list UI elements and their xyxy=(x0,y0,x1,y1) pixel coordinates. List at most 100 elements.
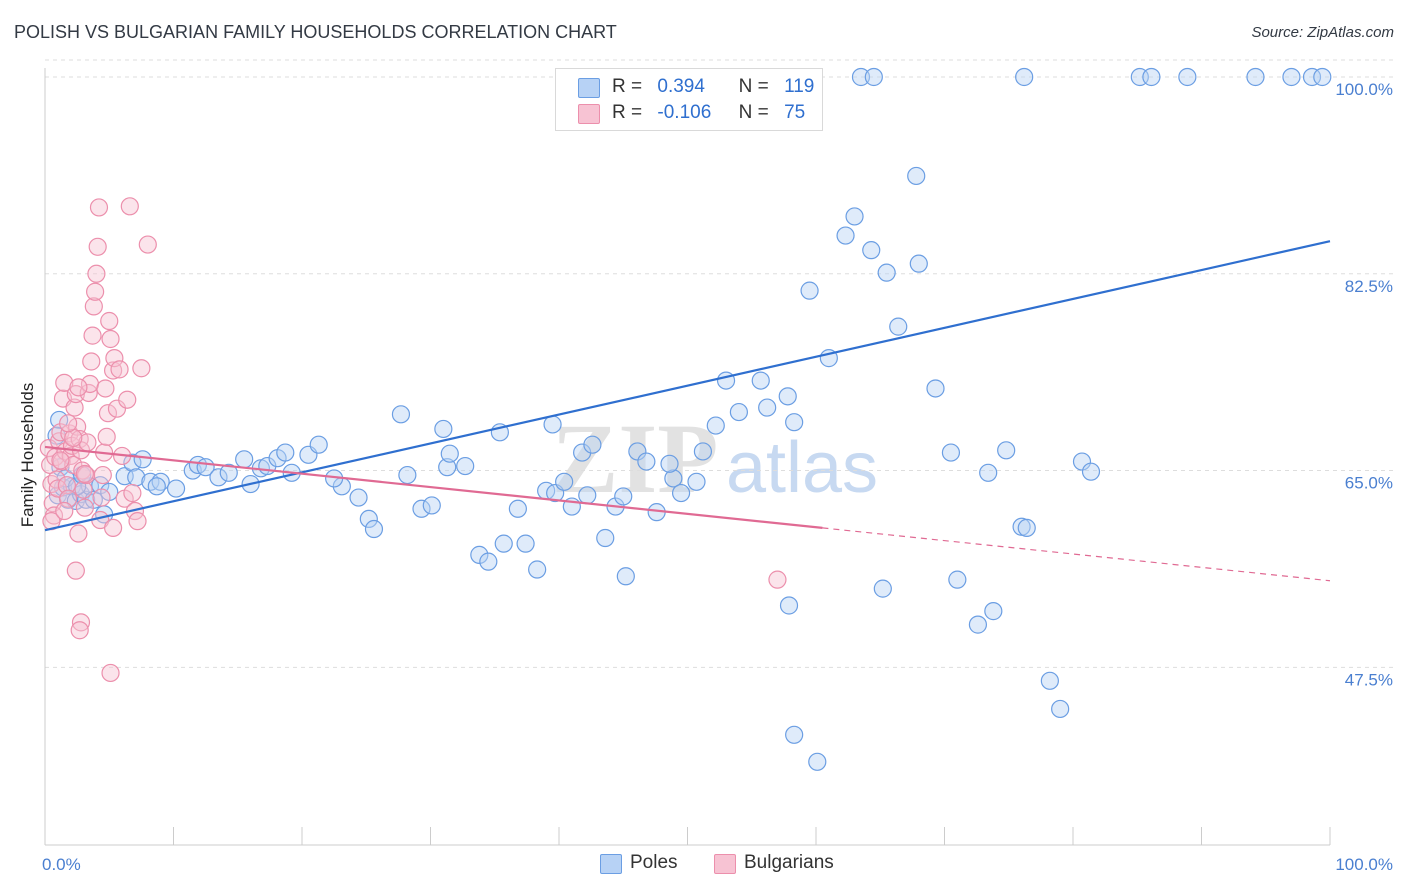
poles-point xyxy=(578,486,597,505)
poles-point xyxy=(779,596,799,615)
y-tick-label: 65.0% xyxy=(1345,474,1393,493)
poles-point xyxy=(864,67,883,87)
poles-r-value: 0.394 xyxy=(657,76,705,97)
y-tick-label: 82.5% xyxy=(1345,277,1393,296)
bulgarians-point xyxy=(110,360,129,379)
poles-point xyxy=(778,387,797,406)
bulgarians-r-label: R = xyxy=(612,102,643,123)
poles-point xyxy=(889,317,908,336)
poles-point xyxy=(968,615,988,634)
bulgarians-point xyxy=(138,235,157,254)
poles-point xyxy=(616,567,635,586)
poles-point xyxy=(1142,67,1161,87)
poles-r-label: R = xyxy=(612,76,643,97)
poles-point xyxy=(687,472,706,491)
bulgarians-point xyxy=(123,483,142,503)
bulgarians-point xyxy=(768,570,787,589)
bulgarians-point xyxy=(69,378,88,397)
poles-point xyxy=(516,534,535,553)
poles-point xyxy=(596,528,615,548)
bulgarians-trend-line xyxy=(44,445,823,529)
poles-point xyxy=(276,443,295,462)
poles-point xyxy=(614,487,633,506)
poles-point xyxy=(1040,671,1059,690)
poles-point xyxy=(984,602,1003,621)
poles-point xyxy=(1282,67,1301,87)
bulgarians-point xyxy=(75,464,94,484)
bulgarians-point xyxy=(59,414,78,433)
poles-point xyxy=(1302,67,1322,87)
bulgarians-point xyxy=(118,390,137,409)
poles-point xyxy=(440,444,459,463)
bulgarians-swatch xyxy=(578,104,600,124)
legend-row-poles-text: R = 0.394 N = 119 xyxy=(612,76,814,98)
poles-point xyxy=(583,435,602,454)
bulgarians-point xyxy=(51,451,70,470)
bulgarians-point xyxy=(55,373,74,392)
poles-point xyxy=(147,477,166,496)
poles-point xyxy=(1178,67,1197,87)
trend-lines xyxy=(44,240,1331,582)
bulgarians-point xyxy=(97,427,116,446)
poles-point xyxy=(941,443,961,462)
poles-point xyxy=(758,398,777,417)
poles-point xyxy=(862,241,881,260)
axes xyxy=(44,68,1331,846)
bulgarians-point xyxy=(87,264,106,283)
bulgarians-point xyxy=(93,465,112,485)
poles-point xyxy=(751,371,770,390)
poles-point xyxy=(808,752,827,771)
bulgarians-point xyxy=(65,398,84,417)
poles-point xyxy=(997,441,1016,460)
poles-point xyxy=(1313,67,1332,87)
poles-point xyxy=(398,465,417,485)
poles-point xyxy=(456,456,475,476)
poles-legend-label: Poles xyxy=(630,852,678,873)
poles-point xyxy=(1015,67,1034,87)
bulgarians-point xyxy=(88,237,107,256)
poles-point xyxy=(1072,452,1092,471)
bulgarians-legend-label: Bulgarians xyxy=(744,852,834,873)
source-label: Source: ZipAtlas.com xyxy=(1251,24,1394,41)
bulgarians-point xyxy=(128,512,147,531)
poles-point xyxy=(1246,67,1265,87)
bulgarians-r-value: -0.106 xyxy=(657,102,712,123)
y-tick-label: 47.5% xyxy=(1345,670,1393,689)
bulgarians-point xyxy=(66,561,85,580)
bulgarians-point xyxy=(132,359,151,378)
poles-point xyxy=(235,450,254,469)
watermark-atlas: atlas xyxy=(726,428,878,508)
poles-point xyxy=(438,458,457,477)
poles-point xyxy=(926,379,945,398)
bulgarians-trend-extension xyxy=(822,527,1331,582)
poles-swatch xyxy=(578,78,600,98)
poles-point xyxy=(693,442,713,461)
poles-point xyxy=(209,468,228,487)
tick-labels: 100.0% 82.5% 65.0% 47.5% 0.0% 100.0% xyxy=(42,80,1393,874)
bulgarians-point xyxy=(104,518,123,538)
poles-point xyxy=(660,454,679,473)
poles-point xyxy=(845,207,864,226)
poles-n-label: N = xyxy=(738,76,769,97)
poles-point xyxy=(359,509,378,529)
poles-point xyxy=(470,545,489,564)
poles-point xyxy=(873,579,892,598)
bulgarians-point xyxy=(101,663,120,683)
x-tick-label: 100.0% xyxy=(1335,855,1393,874)
poles-point xyxy=(494,534,513,553)
zipatlas-watermark: ZIP atlas xyxy=(552,403,878,514)
poles-legend-swatch xyxy=(600,854,622,874)
poles-point xyxy=(166,479,186,498)
poles-point xyxy=(479,552,498,571)
bulgarians-point xyxy=(107,399,127,418)
poles-point xyxy=(434,419,453,439)
poles-point xyxy=(785,413,804,432)
poles-point xyxy=(785,725,804,744)
bulgarians-point xyxy=(105,349,124,368)
poles-point xyxy=(422,496,441,515)
poles-point xyxy=(877,263,896,282)
bulgarians-point xyxy=(84,297,103,316)
poles-point xyxy=(133,450,152,469)
bulgarians-point xyxy=(55,501,74,521)
